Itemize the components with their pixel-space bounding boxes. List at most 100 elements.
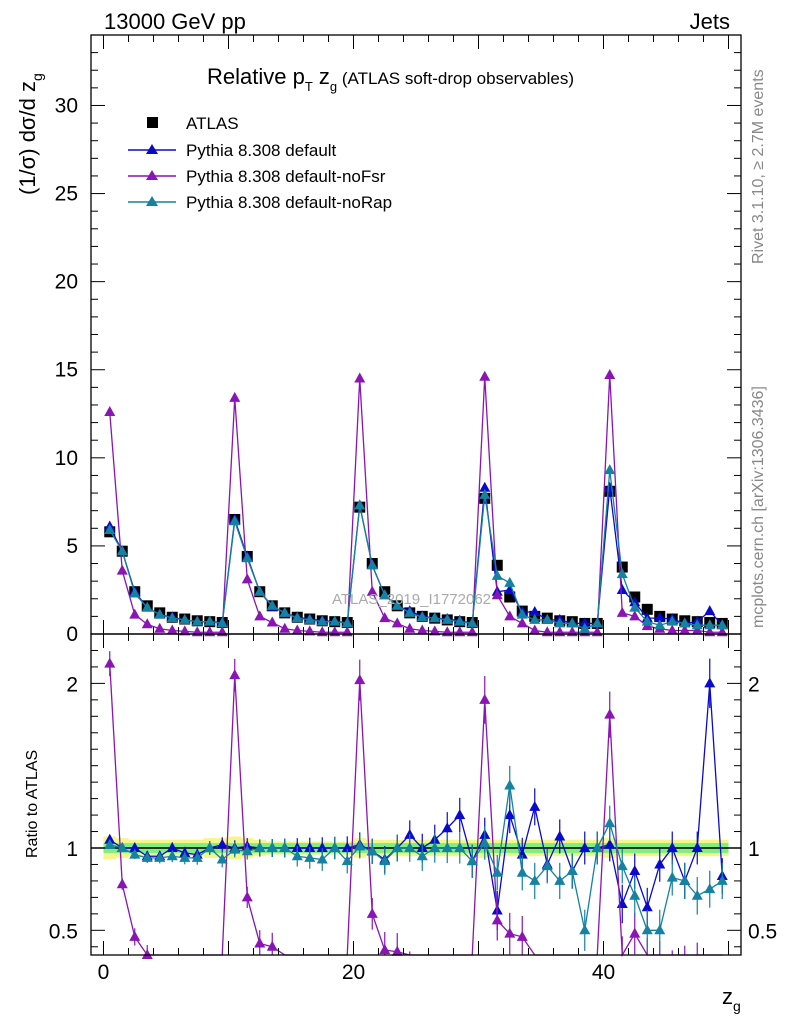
ratio-point-noFsr [104,657,116,668]
ratio-point-noRap [604,817,616,828]
ratio-y-tick-label-left: 0.5 [49,920,78,943]
ratio-point-noRap [179,851,191,862]
legend-marker-norap [146,196,158,206]
main-point-default [629,596,641,607]
main-point-noRap [416,611,428,622]
plot-title-mid: z [313,64,330,89]
main-point-noFsr [416,624,428,635]
ratio-point-noRap [191,851,203,862]
main-point-noFsr [554,626,566,637]
ratio-point-default [304,842,316,852]
ratio-point-noRap [266,842,278,852]
ratio-point-noRap [454,842,466,852]
main-point-noRap [666,615,678,626]
ratio-point-noFsr [354,674,366,685]
main-point-noRap [316,615,328,626]
atlas-data-point [491,559,503,571]
main-point-noRap [491,569,503,580]
main-point-noFsr [116,564,128,575]
ratio-point-noRap [316,853,328,864]
ratio-point-noRap [141,851,153,862]
ratio-point-noFsr [141,949,153,959]
main-point-noFsr [266,616,278,627]
ratio-point-noFsr [479,693,491,704]
ratio-point-default [691,842,703,852]
main-point-noRap [291,612,303,623]
main-point-noFsr [166,624,178,635]
ratio-point-noRap [429,842,441,852]
ratio-point-noRap [341,855,353,866]
ratio-point-noRap [291,850,303,861]
ratio-point-noRap [104,838,116,849]
ratio-point-noFsr [129,930,141,941]
main-point-noRap [554,617,566,628]
legend-label-nofsr: Pythia 8.308 default-noFsr [186,167,386,186]
ratio-point-noRap [716,874,728,885]
ratio-point-noRap [504,779,516,790]
main-point-noRap [441,613,453,624]
main-point-noFsr [479,370,491,381]
ratio-point-noFsr [604,708,616,719]
ratio-point-noRap [241,845,253,856]
ratio-point-noFsr [629,927,641,938]
main-point-noFsr [279,622,291,633]
ratio-point-default [629,865,641,876]
ratio-point-default [704,677,716,688]
ratio-series-line-default [109,683,723,911]
main-point-noRap [354,499,366,510]
ratio-point-noRap [479,837,491,848]
ratio-point-noRap [166,850,178,861]
main-y-tick-label: 15 [55,359,78,382]
ratio-point-noRap [129,848,141,859]
y-axis-label-text: (1/σ) dσ/d z [15,81,40,195]
ratio-point-default [579,842,591,852]
ratio-point-default [441,822,453,833]
side-label-top: Rivet 3.1.10, ≥ 2.7M events [750,69,767,264]
legend-marker-default [146,144,158,154]
main-point-noFsr [491,589,503,600]
main-point-noFsr [566,626,578,637]
main-point-noRap [116,545,128,556]
main-point-noFsr [391,617,403,628]
ratio-point-default [616,897,628,908]
main-point-noRap [429,612,441,623]
main-point-noRap [229,515,241,526]
main-point-noRap [191,615,203,626]
ratio-point-default [454,809,466,820]
x-axis-label-text: z [722,984,733,1009]
main-point-noFsr [629,610,641,621]
plot-title: Relative pT zg (ATLAS soft-drop observab… [207,64,574,94]
ratio-point-noFsr [504,927,516,938]
main-point-noFsr [679,624,691,635]
legend-label-norap: Pythia 8.308 default-noRap [186,193,392,212]
ratio-point-default [529,800,541,811]
ratio-series-line-noFsr [109,663,723,958]
main-point-noRap [504,576,516,587]
ratio-point-noRap [554,874,566,885]
ratio-point-noRap [666,871,678,882]
ratio-point-noFsr [254,937,266,948]
main-point-noFsr [504,610,516,621]
main-point-noFsr [316,626,328,637]
main-point-noFsr [291,624,303,635]
legend-label-atlas: ATLAS [186,114,239,133]
main-point-default [529,605,541,616]
ratio-point-default [604,838,616,849]
main-y-tick-label: 30 [55,94,78,117]
main-point-noRap [216,617,228,628]
legend-marker-nofsr [146,170,158,180]
ratio-point-noRap [579,924,591,935]
main-point-noRap [379,589,391,600]
main-point-noFsr [104,406,116,417]
ratio-point-noRap [416,850,428,861]
y-axis-label-main: (1/σ) dσ/d zg [15,73,45,195]
ratio-point-noRap [641,924,653,935]
ratio-plot-frame [90,633,742,956]
main-point-noFsr [354,372,366,383]
y-axis-label-ratio: Ratio to ATLAS [24,750,41,858]
main-point-noRap [566,617,578,628]
ratio-point-noRap [366,845,378,856]
main-point-noRap [179,613,191,624]
ratio-point-noRap [541,860,553,871]
main-point-noRap [466,617,478,628]
